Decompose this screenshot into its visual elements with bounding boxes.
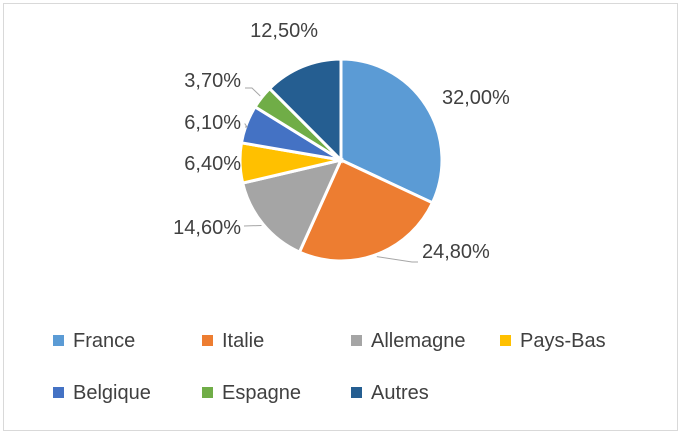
legend-swatch [351,335,362,346]
legend-item-france: France [53,330,135,352]
legend-swatch [202,387,213,398]
legend-label: France [73,330,135,352]
pie-slice-allemagne [240,157,344,255]
leader-line [244,123,248,128]
legend-item-autres: Autres [351,382,429,404]
legend-item-espagne: Espagne [202,382,301,404]
legend-item-italie: Italie [202,330,264,352]
legend-label: Allemagne [371,330,466,352]
data-label-pays-bas: 6,40% [184,153,241,175]
leader-line [376,256,418,263]
pie-slice-italie [297,157,435,263]
legend-swatch [202,335,213,346]
legend-item-belgique: Belgique [53,382,151,404]
legend-label: Pays-Bas [520,330,606,352]
data-label-france: 32,00% [442,87,510,109]
legend-item-allemagne: Allemagne [351,330,466,352]
legend-label: Autres [371,382,429,404]
leader-line [243,225,262,227]
data-label-espagne: 3,70% [184,70,241,92]
legend-swatch [53,387,64,398]
legend-label: Espagne [222,382,301,404]
legend-swatch [500,335,511,346]
leader-line [245,87,261,97]
data-label-allemagne: 14,60% [173,217,241,239]
legend-swatch [53,335,64,346]
pie-slice-autres [267,57,343,164]
legend-item-pays-bas: Pays-Bas [500,330,606,352]
legend-label: Belgique [73,382,151,404]
data-label-autres: 12,50% [250,20,318,42]
data-label-belgique: 6,10% [184,112,241,134]
legend-label: Italie [222,330,264,352]
pie-slice-france [339,57,444,205]
legend-swatch [351,387,362,398]
data-label-italie: 24,80% [422,241,490,263]
